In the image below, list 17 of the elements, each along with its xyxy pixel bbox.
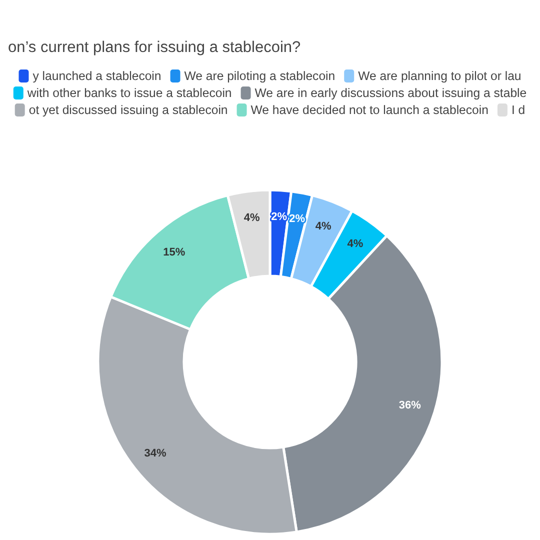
- data-label: 4%: [347, 238, 364, 250]
- data-label: 4%: [315, 220, 332, 233]
- legend-label: ot yet discussed issuing a stablecoin: [28, 103, 228, 117]
- chart-title: on’s current plans for issuing a stablecoin?: [8, 39, 302, 56]
- data-label: 2%: [271, 210, 288, 223]
- data-label: 15%: [163, 246, 186, 258]
- legend-label: I d: [511, 103, 526, 117]
- data-label: 4%: [244, 212, 260, 224]
- legend-label: with other banks to issue a stablecoin: [26, 86, 232, 100]
- data-label: 34%: [144, 447, 167, 460]
- data-label: 2%: [289, 213, 306, 226]
- legend-label: We have decided not to launch a stablecoin: [250, 103, 489, 117]
- legend-label: y launched a stablecoin: [32, 69, 162, 83]
- legend-label: We are piloting a stablecoin: [184, 69, 336, 83]
- data-label: 36%: [398, 399, 422, 412]
- legend-label: We are in early discussions about issuing a stable: [254, 86, 527, 100]
- legend-label: We are planning to pilot or lau: [358, 69, 522, 83]
